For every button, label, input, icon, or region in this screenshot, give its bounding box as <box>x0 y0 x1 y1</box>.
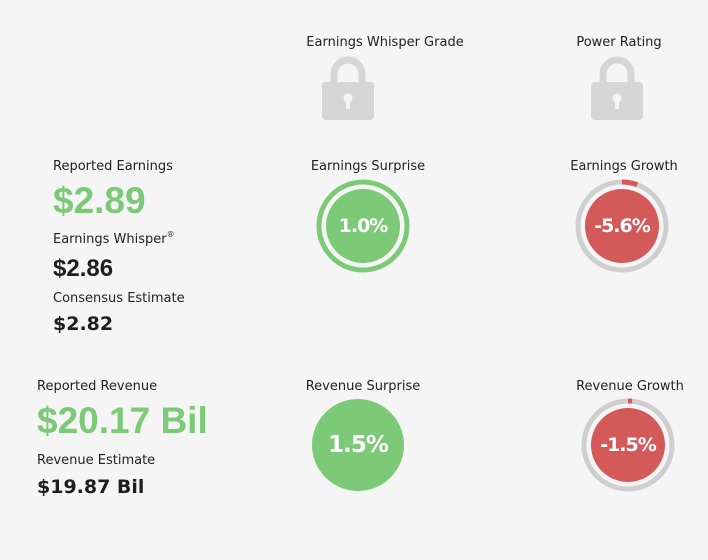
earnings-growth-gauge: -5.6% <box>574 178 670 274</box>
revenue-estimate-label: Revenue Estimate <box>37 453 156 468</box>
consensus-estimate-value: $2.82 <box>53 313 114 335</box>
reported-revenue-label: Reported Revenue <box>37 379 158 394</box>
revenue-growth-gauge: -1.5% <box>580 397 676 493</box>
earnings-growth-label: Earnings Growth <box>570 159 678 174</box>
lock-icon <box>589 52 645 122</box>
power-rating-label: Power Rating <box>576 35 662 50</box>
whisper-grade-label: Earnings Whisper Grade <box>306 35 464 50</box>
earnings-growth-value: -5.6% <box>594 215 651 237</box>
revenue-estimate-value: $19.87 Bil <box>37 476 145 498</box>
revenue-growth-value: -1.5% <box>600 434 657 456</box>
revenue-surprise-value: 1.5% <box>328 432 389 458</box>
reported-earnings-value: $2.89 <box>53 180 146 221</box>
reported-revenue-value: $20.17 Bil <box>37 400 208 441</box>
revenue-growth-label: Revenue Growth <box>576 379 684 394</box>
revenue-surprise-gauge: 1.5% <box>310 397 406 493</box>
registered-mark: ® <box>166 230 175 239</box>
earnings-whisper-label: Earnings Whisper® <box>53 230 175 247</box>
earnings-whisper-value: $2.86 <box>53 255 114 282</box>
lock-icon <box>320 52 376 122</box>
consensus-estimate-label: Consensus Estimate <box>53 291 185 306</box>
earnings-surprise-value: 1.0% <box>338 215 389 237</box>
revenue-surprise-label: Revenue Surprise <box>305 379 421 394</box>
reported-earnings-label: Reported Earnings <box>53 159 173 174</box>
earnings-surprise-label: Earnings Surprise <box>310 159 426 174</box>
earnings-surprise-gauge: 1.0% <box>315 178 411 274</box>
